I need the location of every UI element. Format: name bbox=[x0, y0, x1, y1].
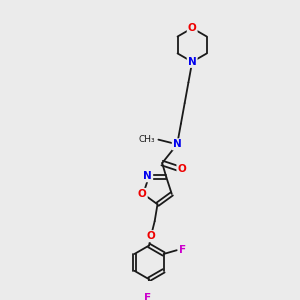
Text: N: N bbox=[143, 171, 152, 181]
Text: O: O bbox=[147, 231, 155, 241]
Text: O: O bbox=[178, 164, 186, 174]
Text: F: F bbox=[144, 293, 151, 300]
Text: O: O bbox=[138, 189, 147, 199]
Text: CH₃: CH₃ bbox=[138, 135, 155, 144]
Text: O: O bbox=[188, 23, 197, 33]
Text: N: N bbox=[188, 57, 197, 67]
Text: N: N bbox=[173, 139, 182, 149]
Text: F: F bbox=[179, 245, 186, 255]
